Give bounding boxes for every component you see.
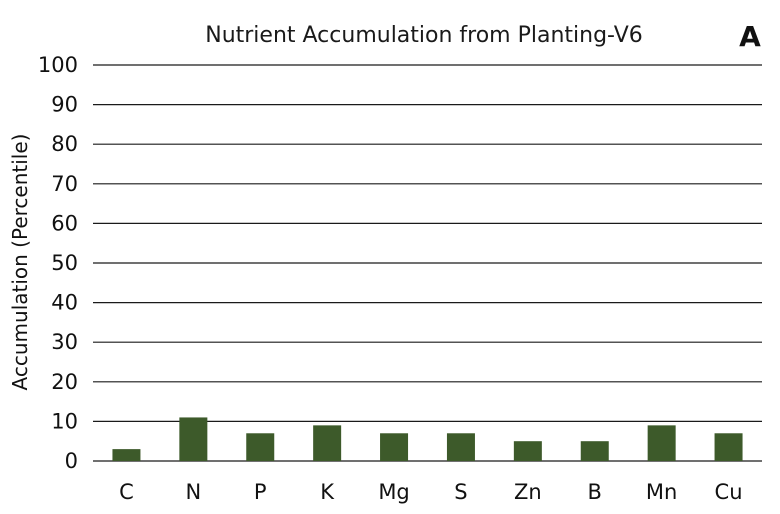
bar bbox=[179, 417, 208, 461]
y-tick-label: 10 bbox=[51, 409, 78, 433]
y-tick-label: 60 bbox=[51, 211, 78, 235]
x-axis-ticks: C N P K Mg S Zn B Mn Cu bbox=[119, 480, 742, 504]
y-tick-label: 50 bbox=[51, 251, 78, 275]
x-tick-label: B bbox=[588, 480, 602, 504]
x-tick-label: Mg bbox=[378, 480, 409, 504]
x-tick-label: Cu bbox=[715, 480, 743, 504]
y-tick-label: 70 bbox=[51, 172, 78, 196]
y-tick-label: 20 bbox=[51, 370, 78, 394]
bar bbox=[246, 433, 275, 461]
bar bbox=[380, 433, 409, 461]
y-tick-label: 0 bbox=[65, 449, 78, 473]
x-tick-label: P bbox=[254, 480, 267, 504]
bars bbox=[112, 417, 743, 461]
x-tick-label: K bbox=[320, 480, 335, 504]
bar bbox=[112, 449, 141, 461]
y-axis-ticks: 0 10 20 30 40 50 60 70 80 90 100 bbox=[38, 53, 78, 473]
chart-title: Nutrient Accumulation from Planting-V6 bbox=[205, 23, 643, 48]
bar bbox=[714, 433, 743, 461]
bar bbox=[513, 441, 542, 461]
y-tick-label: 90 bbox=[51, 93, 78, 117]
bar bbox=[313, 425, 342, 461]
x-tick-label: S bbox=[454, 480, 467, 504]
bar bbox=[647, 425, 676, 461]
y-axis-label: Accumulation (Percentile) bbox=[8, 134, 32, 391]
x-tick-label: N bbox=[185, 480, 201, 504]
x-tick-label: Mn bbox=[646, 480, 677, 504]
bar bbox=[580, 441, 609, 461]
y-tick-label: 100 bbox=[38, 53, 78, 77]
x-tick-label: C bbox=[119, 480, 134, 504]
y-tick-label: 40 bbox=[51, 291, 78, 315]
y-tick-label: 80 bbox=[51, 132, 78, 156]
panel-label: A bbox=[739, 20, 761, 53]
bar bbox=[446, 433, 475, 461]
gridlines bbox=[93, 64, 762, 462]
y-tick-label: 30 bbox=[51, 330, 78, 354]
x-tick-label: Zn bbox=[514, 480, 542, 504]
